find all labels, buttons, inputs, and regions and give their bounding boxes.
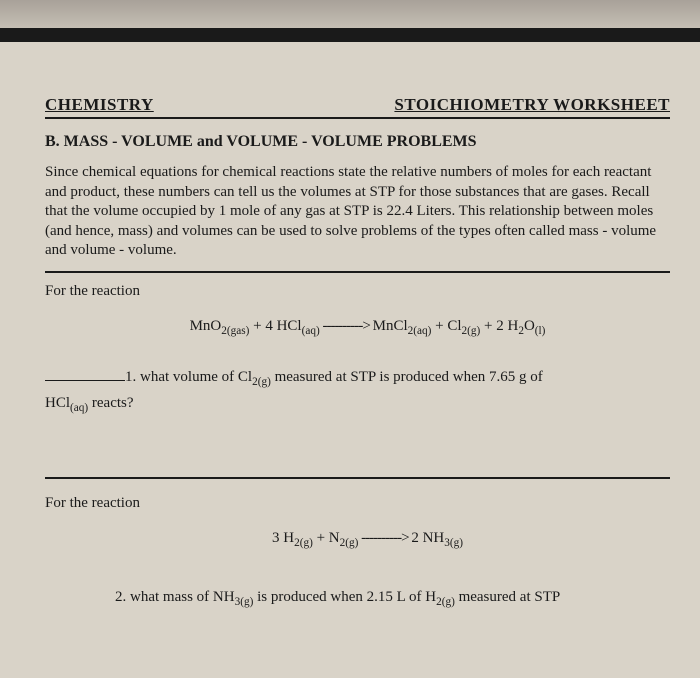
- eq1-plus2: + Cl: [431, 318, 461, 334]
- subject-label: CHEMISTRY: [45, 95, 154, 115]
- eq1-r3b: O: [524, 318, 535, 334]
- divider-2: [45, 477, 670, 479]
- eq1-l2-sub: (aq): [302, 325, 320, 337]
- eq2-arrow: ---------->: [358, 530, 411, 546]
- answer-blank-1: [45, 366, 125, 381]
- top-shadow: [0, 0, 700, 28]
- eq2-l1: 3 H: [272, 530, 294, 546]
- q1-sub1: 2(g): [252, 376, 271, 388]
- equation-1: MnO2(gas) + 4 HCl(aq) ----------> MnCl2(…: [45, 318, 670, 337]
- eq1-l1-sub: 2(gas): [221, 325, 249, 337]
- equation-2: 3 H2(g) + N2(g) ----------> 2 NH3(g): [45, 530, 670, 549]
- eq1-l1: MnO: [190, 318, 222, 334]
- eq2-r1: 2 NH: [411, 530, 444, 546]
- eq1-r1: MnCl: [373, 318, 408, 334]
- eq1-r1-sub: 2(aq): [408, 325, 432, 337]
- worksheet-page: CHEMISTRY STOICHIOMETRY WORKSHEET B. MAS…: [0, 0, 700, 678]
- header-row: CHEMISTRY STOICHIOMETRY WORKSHEET: [45, 95, 670, 119]
- eq1-plus3: + 2 H: [480, 318, 518, 334]
- eq1-r2-sub: 2(g): [462, 325, 481, 337]
- eq1-arrow: ---------->: [320, 318, 373, 334]
- eq2-l2-sub: 2(g): [340, 537, 359, 549]
- q1-line2a: HCl: [45, 395, 70, 411]
- eq2-r1-sub: 3(g): [444, 537, 463, 549]
- for-reaction-2: For the reaction: [45, 495, 670, 512]
- q2-mid: is produced when 2.15 L of H: [253, 589, 436, 605]
- q2-post: measured at STP: [455, 589, 560, 605]
- eq1-r3b-sub: (l): [535, 325, 546, 337]
- q1-mid: measured at STP is produced when 7.65 g …: [271, 369, 543, 385]
- top-black-bar: [0, 28, 700, 42]
- worksheet-title: STOICHIOMETRY WORKSHEET: [394, 95, 670, 115]
- for-reaction-1: For the reaction: [45, 283, 670, 300]
- eq2-plus1: + N: [313, 530, 340, 546]
- q2-sub1: 3(g): [235, 596, 254, 608]
- question-2: 2. what mass of NH3(g) is produced when …: [45, 585, 670, 611]
- section-title: B. MASS - VOLUME and VOLUME - VOLUME PRO…: [45, 133, 670, 151]
- q2-sub2: 2(g): [436, 596, 455, 608]
- eq1-plus1: + 4 HCl: [249, 318, 301, 334]
- content-area: CHEMISTRY STOICHIOMETRY WORKSHEET B. MAS…: [45, 85, 670, 678]
- q1-num: 1. what volume of Cl: [125, 369, 252, 385]
- q1-line2b: reacts?: [88, 395, 133, 411]
- q1-line2a-sub: (aq): [70, 402, 88, 414]
- eq2-l1-sub: 2(g): [294, 537, 313, 549]
- q2-pre: 2. what mass of NH: [115, 589, 235, 605]
- question-1: 1. what volume of Cl2(g) measured at STP…: [45, 365, 670, 417]
- intro-paragraph: Since chemical equations for chemical re…: [45, 163, 670, 273]
